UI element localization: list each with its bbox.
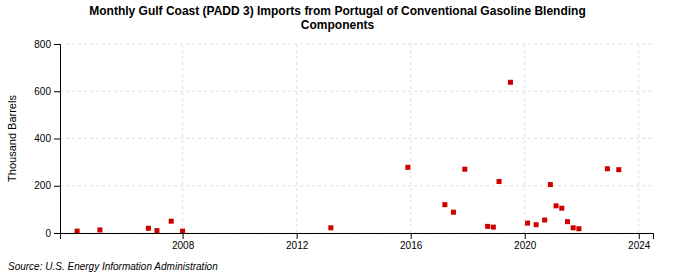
tick-label: 2016 bbox=[400, 240, 423, 251]
tick-label: 0 bbox=[45, 228, 51, 239]
grid bbox=[60, 44, 653, 233]
tick-label: 600 bbox=[34, 86, 51, 97]
title: Monthly Gulf Coast (PADD 3) Imports from… bbox=[89, 4, 585, 32]
point bbox=[542, 218, 547, 223]
y-axis-title: Thousand Barrels bbox=[6, 95, 18, 182]
tick: 2020 bbox=[514, 233, 537, 251]
point bbox=[146, 226, 151, 231]
axis-line bbox=[54, 45, 61, 234]
point bbox=[485, 224, 490, 229]
title-line: Monthly Gulf Coast (PADD 3) Imports from… bbox=[89, 4, 585, 18]
points bbox=[75, 80, 622, 233]
grid-line-y bbox=[60, 138, 653, 139]
tick: 2008 bbox=[172, 233, 195, 251]
point bbox=[442, 202, 447, 207]
point bbox=[497, 179, 502, 184]
point bbox=[180, 229, 185, 233]
tick-label: 2008 bbox=[172, 240, 195, 251]
point bbox=[565, 219, 570, 224]
point bbox=[328, 225, 333, 230]
point bbox=[554, 203, 559, 208]
point bbox=[462, 167, 467, 172]
point bbox=[548, 182, 553, 187]
grid-line-y bbox=[60, 44, 653, 45]
tick: 0 bbox=[45, 228, 60, 239]
point bbox=[559, 206, 564, 211]
point bbox=[405, 165, 410, 170]
point bbox=[491, 225, 496, 230]
point bbox=[169, 219, 174, 224]
tick: 600 bbox=[34, 86, 60, 97]
tick: 2016 bbox=[400, 233, 423, 251]
tick-mark bbox=[54, 139, 60, 140]
tick-mark bbox=[297, 233, 298, 239]
chart-svg: 2008 2012 2016 2020 2024 0 200 400 600 800 Monthly… bbox=[0, 0, 675, 275]
tick-label: 200 bbox=[34, 180, 51, 191]
tick-label: 2024 bbox=[628, 240, 651, 251]
tick: 400 bbox=[34, 133, 60, 144]
tick-mark bbox=[54, 233, 60, 234]
tick-mark bbox=[639, 233, 640, 239]
tick: 800 bbox=[34, 39, 60, 50]
tick-mark bbox=[54, 44, 60, 45]
tick-mark bbox=[54, 91, 60, 92]
x-axis: 2008 2012 2016 2020 2024 bbox=[61, 233, 654, 251]
tick-label: 2012 bbox=[286, 240, 309, 251]
tick: 2012 bbox=[286, 233, 309, 251]
source: Source: U.S. Energy Information Administ… bbox=[8, 261, 218, 272]
point bbox=[605, 166, 610, 171]
tick-mark bbox=[183, 233, 184, 239]
grid-line-y bbox=[60, 91, 653, 92]
tick-mark bbox=[411, 233, 412, 239]
tick: 2024 bbox=[628, 233, 651, 251]
tick-label: 2020 bbox=[514, 240, 537, 251]
tick-label: 800 bbox=[34, 39, 51, 50]
tick-label: 400 bbox=[34, 133, 51, 144]
axis-line bbox=[61, 234, 654, 240]
y-axis: 0 200 400 600 800 bbox=[34, 39, 60, 239]
point bbox=[97, 227, 102, 232]
tick: 200 bbox=[34, 180, 60, 191]
grid-line-y bbox=[60, 185, 653, 186]
point bbox=[75, 229, 80, 233]
point bbox=[154, 228, 159, 233]
point bbox=[508, 80, 513, 85]
title-line: Components bbox=[301, 18, 375, 32]
point bbox=[616, 167, 621, 172]
point bbox=[576, 226, 581, 231]
point bbox=[534, 222, 539, 227]
point bbox=[571, 225, 576, 230]
tick-mark bbox=[54, 186, 60, 187]
tick-mark bbox=[525, 233, 526, 239]
point bbox=[451, 210, 456, 215]
point bbox=[525, 221, 530, 226]
